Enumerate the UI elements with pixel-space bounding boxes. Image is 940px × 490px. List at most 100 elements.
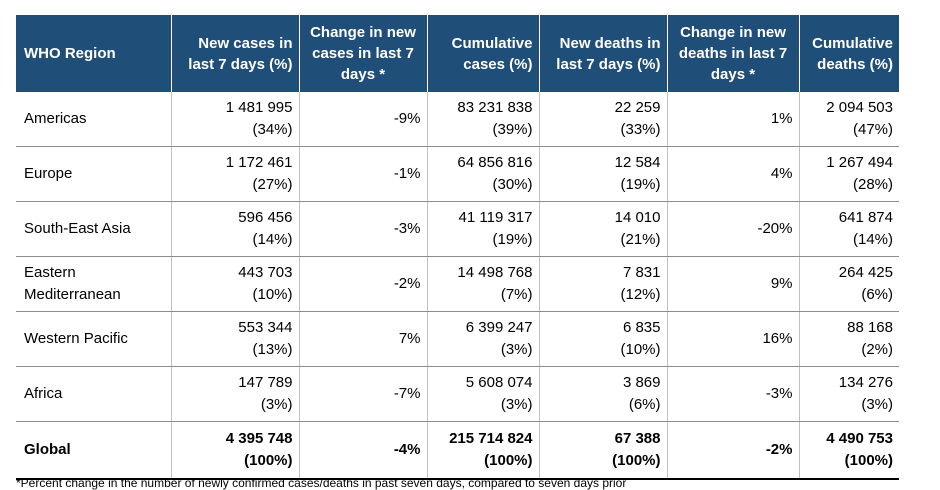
new-deaths-cell: 7 831 (12%): [538, 256, 667, 312]
region-cell: Americas: [16, 92, 171, 147]
header-row: WHO Region New cases in last 7 days (%) …: [16, 15, 899, 92]
cumulative-cases-cell: 41 119 317 (19%): [426, 201, 539, 257]
new-cases-value: 596 456: [238, 209, 293, 226]
change-cases-cell: -4%: [298, 421, 427, 480]
cumulative-deaths-percent: (2%): [861, 341, 893, 358]
cumulative-cases-percent: (39%): [492, 121, 533, 138]
cumulative-deaths-value: 264 425: [838, 264, 893, 281]
table-header: WHO Region New cases in last 7 days (%) …: [16, 15, 899, 92]
cumulative-cases-percent: (7%): [500, 286, 533, 303]
change-cases-cell: -1%: [298, 146, 427, 202]
table-body: Americas 1 481 995 (34%) -9% 83 231 838 (3…: [16, 92, 899, 480]
region-cell: Western Pacific: [16, 311, 171, 367]
cumulative-deaths-value: 1 267 494: [826, 154, 893, 171]
new-deaths-cell: 3 869 (6%): [538, 366, 667, 422]
header-new-cases: New cases in last 7 days (%): [170, 15, 299, 92]
header-change-new-deaths: Change in new deaths in last 7 days *: [666, 15, 799, 92]
cumulative-deaths-percent: (100%): [844, 452, 893, 469]
change-deaths-cell: -20%: [666, 201, 799, 257]
change-cases-cell: 7%: [298, 311, 427, 367]
table-row: Eastern Mediterranean 443 703 (10%) -2% 1…: [16, 256, 899, 312]
table-footnote: *Percent change in the number of newly c…: [16, 476, 627, 490]
cumulative-cases-value: 14 498 768: [457, 264, 533, 281]
cumulative-deaths-percent: (28%): [852, 176, 893, 193]
cumulative-cases-cell: 5 608 074 (3%): [426, 366, 539, 422]
new-cases-percent: (100%): [244, 452, 293, 469]
cumulative-deaths-percent: (47%): [852, 121, 893, 138]
new-deaths-percent: (33%): [620, 121, 661, 138]
table-row: Americas 1 481 995 (34%) -9% 83 231 838 (3…: [16, 92, 899, 147]
table-row: South-East Asia 596 456 (14%) -3% 41 119 …: [16, 201, 899, 257]
cumulative-cases-value: 6 399 247: [465, 319, 533, 336]
new-cases-cell: 553 344 (13%): [170, 311, 299, 367]
new-deaths-percent: (6%): [628, 396, 661, 413]
new-cases-cell: 147 789 (3%): [170, 366, 299, 422]
cumulative-deaths-cell: 134 276 (3%): [798, 366, 899, 422]
who-region-table: WHO Region New cases in last 7 days (%) …: [16, 15, 899, 480]
new-deaths-cell: 12 584 (19%): [538, 146, 667, 202]
new-cases-percent: (3%): [260, 396, 293, 413]
new-cases-percent: (34%): [252, 121, 293, 138]
new-deaths-value: 6 835: [622, 319, 661, 336]
table-row: Europe 1 172 461 (27%) -1% 64 856 816 (30%…: [16, 146, 899, 202]
new-deaths-percent: (19%): [620, 176, 661, 193]
cumulative-cases-cell: 64 856 816 (30%): [426, 146, 539, 202]
change-cases-cell: -7%: [298, 366, 427, 422]
new-deaths-value: 7 831: [622, 264, 661, 281]
new-cases-value: 147 789: [238, 374, 293, 391]
cumulative-deaths-percent: (3%): [861, 396, 893, 413]
region-cell: Europe: [16, 146, 171, 202]
change-deaths-cell: -2%: [666, 421, 799, 480]
cumulative-cases-cell: 83 231 838 (39%): [426, 92, 539, 147]
cumulative-deaths-value: 134 276: [838, 374, 893, 391]
header-cumulative-deaths: Cumulative deaths (%): [798, 15, 899, 92]
change-cases-cell: -2%: [298, 256, 427, 312]
change-deaths-cell: 4%: [666, 146, 799, 202]
change-deaths-cell: 9%: [666, 256, 799, 312]
header-new-deaths: New deaths in last 7 days (%): [538, 15, 667, 92]
table-row: Western Pacific 553 344 (13%) 7% 6 399 24…: [16, 311, 899, 367]
header-cumulative-cases: Cumulative cases (%): [426, 15, 539, 92]
cumulative-deaths-cell: 641 874 (14%): [798, 201, 899, 257]
cumulative-cases-percent: (30%): [492, 176, 533, 193]
new-cases-percent: (13%): [252, 341, 293, 358]
cumulative-cases-value: 215 714 824: [449, 430, 533, 447]
new-cases-cell: 443 703 (10%): [170, 256, 299, 312]
new-deaths-cell: 6 835 (10%): [538, 311, 667, 367]
new-deaths-percent: (12%): [620, 286, 661, 303]
new-cases-value: 443 703: [238, 264, 293, 281]
cumulative-deaths-cell: 88 168 (2%): [798, 311, 899, 367]
cumulative-cases-cell: 6 399 247 (3%): [426, 311, 539, 367]
global-total-row: Global 4 395 748 (100%) -4% 215 714 824 (1…: [16, 421, 899, 480]
new-cases-value: 553 344: [238, 319, 293, 336]
cumulative-cases-percent: (100%): [484, 452, 533, 469]
cumulative-deaths-cell: 2 094 503 (47%): [798, 92, 899, 147]
new-cases-value: 1 172 461: [225, 154, 293, 171]
change-deaths-cell: 16%: [666, 311, 799, 367]
change-cases-cell: -3%: [298, 201, 427, 257]
cumulative-cases-cell: 14 498 768 (7%): [426, 256, 539, 312]
new-cases-percent: (14%): [252, 231, 293, 248]
cumulative-cases-cell: 215 714 824 (100%): [426, 421, 539, 480]
cumulative-cases-value: 83 231 838: [457, 99, 533, 116]
new-cases-cell: 1 172 461 (27%): [170, 146, 299, 202]
new-deaths-value: 14 010: [614, 209, 661, 226]
cumulative-cases-value: 5 608 074: [465, 374, 533, 391]
change-deaths-cell: -3%: [666, 366, 799, 422]
cumulative-deaths-percent: (14%): [852, 231, 893, 248]
new-cases-cell: 4 395 748 (100%): [170, 421, 299, 480]
new-cases-value: 1 481 995: [225, 99, 293, 116]
cumulative-deaths-cell: 4 490 753 (100%): [798, 421, 899, 480]
header-change-new-cases: Change in new cases in last 7 days *: [298, 15, 427, 92]
cumulative-cases-value: 64 856 816: [457, 154, 533, 171]
new-deaths-percent: (21%): [620, 231, 661, 248]
new-deaths-cell: 22 259 (33%): [538, 92, 667, 147]
change-cases-cell: -9%: [298, 92, 427, 147]
region-cell: Eastern Mediterranean: [16, 256, 171, 312]
cumulative-cases-percent: (3%): [500, 396, 533, 413]
cumulative-deaths-value: 2 094 503: [826, 99, 893, 116]
table-row: Africa 147 789 (3%) -7% 5 608 074 (3%) 3 8…: [16, 366, 899, 422]
cumulative-cases-percent: (3%): [500, 341, 533, 358]
header-who-region: WHO Region: [16, 15, 171, 92]
region-cell: Global: [16, 421, 171, 480]
